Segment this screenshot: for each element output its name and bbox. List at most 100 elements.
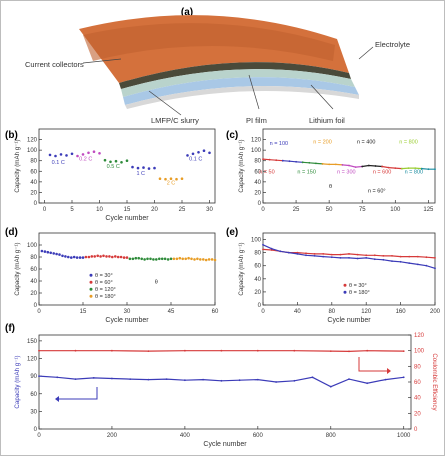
data-point: [434, 257, 436, 259]
y-tick-label: 0: [34, 427, 38, 433]
data-point: [256, 378, 259, 381]
data-point: [256, 349, 259, 352]
y2-tick-label: 80: [414, 364, 421, 370]
y-axis-label: Capacity (mAh g⁻¹): [238, 242, 245, 295]
annotation: 0.5 C: [107, 164, 120, 170]
data-point: [425, 256, 428, 259]
data-point: [402, 350, 405, 352]
data-point: [114, 159, 118, 163]
x-tick-label: 80: [328, 309, 335, 315]
lithium-foil-layer: [125, 86, 359, 109]
data-point: [158, 257, 161, 261]
data-point: [416, 255, 419, 258]
y-tick-label: 120: [27, 357, 38, 363]
series-line-c-2: [302, 161, 323, 165]
data-point: [140, 257, 143, 261]
y-tick-label: 20: [30, 291, 37, 297]
slurry-layer: [119, 62, 351, 89]
data-point: [58, 253, 61, 256]
data-point: [99, 255, 102, 258]
annotation: θ: [329, 184, 332, 190]
data-point: [366, 349, 369, 352]
y-tick-label: 60: [254, 169, 261, 175]
legend-label: θ = 60°: [95, 280, 113, 286]
y2-tick-label: 60: [414, 380, 421, 386]
x-tick-label: 40: [294, 309, 301, 315]
leader-current-collectors: [82, 58, 122, 64]
x-tick-label: 30: [206, 207, 213, 213]
data-point: [202, 149, 206, 152]
y-tick-label: 100: [27, 243, 38, 249]
y-tick-label: 60: [254, 264, 261, 270]
y2-tick-label: 40: [414, 396, 421, 402]
data-point: [384, 378, 387, 381]
data-point: [190, 257, 193, 261]
electrolyte-layer: [123, 77, 359, 105]
data-point: [116, 255, 120, 259]
annotation: θ: [155, 279, 158, 285]
x-tick-label: 600: [253, 433, 264, 439]
data-point: [262, 248, 264, 251]
data-point: [169, 257, 173, 261]
x-tick-label: 0: [261, 207, 265, 213]
y2-tick-label: 0: [414, 427, 418, 433]
x-tick-label: 25: [293, 207, 300, 213]
legend-label: θ = 30°: [349, 283, 367, 289]
chart-b: 0 5 10 15 20 25 30 0 20 40 60 80 100 120 Cycle number C…: [14, 128, 216, 222]
data-point: [184, 257, 187, 261]
leader-electrolyte: [358, 46, 374, 60]
x-tick-label: 800: [326, 433, 337, 439]
legend-marker: [89, 280, 93, 284]
data-point: [146, 257, 149, 261]
data-point: [181, 257, 184, 261]
data-point: [366, 382, 369, 385]
data-point: [108, 255, 111, 258]
data-point: [74, 349, 77, 352]
data-point: [210, 258, 214, 261]
y-tick-label: 150: [27, 339, 38, 345]
x-tick-label: 400: [180, 433, 191, 439]
data-point: [74, 378, 77, 380]
x-tick-label: 200: [430, 309, 441, 315]
data-point: [293, 349, 296, 352]
annotation: 1 C: [136, 171, 145, 177]
data-point: [131, 165, 134, 169]
data-point: [373, 254, 376, 257]
annotation: n = 50: [259, 169, 274, 175]
data-point: [178, 256, 182, 260]
legend-label: θ = 180°: [95, 294, 116, 300]
legend-marker: [343, 283, 347, 287]
x-axis-label: Cycle number: [203, 441, 247, 448]
capacity-arrowhead: [55, 396, 59, 402]
x-tick-label: 160: [396, 309, 407, 315]
data-point: [187, 256, 190, 260]
x-tick-label: 75: [359, 207, 366, 213]
y-tick-label: 120: [251, 138, 262, 144]
legend-label: θ = 30°: [95, 273, 113, 279]
y-tick-label: 0: [34, 303, 38, 309]
data-point: [172, 257, 176, 261]
data-point: [64, 255, 67, 258]
y-tick-label: 80: [254, 159, 261, 165]
data-point: [339, 253, 342, 256]
data-point: [120, 161, 123, 164]
data-point: [402, 376, 405, 379]
chart-c: 0 25 50 75 100 125 0 20 40 60 80 100 120 Capacity (mA…: [238, 128, 436, 213]
y-tick-label: 0: [34, 201, 38, 207]
data-point: [220, 349, 223, 352]
data-point: [275, 381, 277, 383]
y-tick-label: 40: [254, 277, 261, 283]
series-line-c-7: [401, 167, 422, 170]
legend-marker: [89, 294, 93, 298]
series-line-c-0: [262, 158, 283, 162]
data-point: [180, 177, 184, 180]
label-slurry: LMFP/C slurry: [151, 116, 199, 125]
y-tick-label: 0: [258, 201, 262, 207]
x-tick-label: 1000: [397, 433, 411, 439]
data-point: [334, 163, 337, 166]
data-point: [166, 258, 170, 261]
data-point: [186, 154, 189, 157]
data-point: [311, 376, 314, 379]
data-point: [348, 350, 350, 353]
data-point: [305, 252, 307, 255]
